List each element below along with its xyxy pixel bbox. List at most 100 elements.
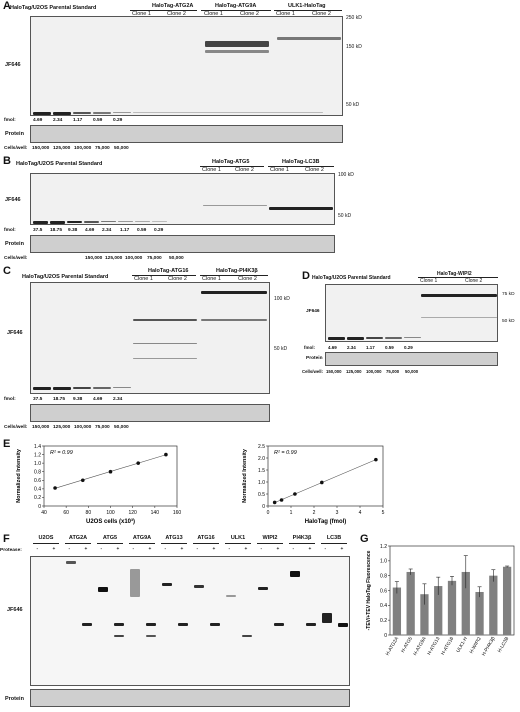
panel-f-lane-header: Protease: U2OS - + ATG2A - + ATG5 - + ATG9A - + ATG13… — [0, 535, 350, 555]
x-tick-label: 5 — [382, 510, 385, 516]
protease-sign: - — [228, 547, 231, 552]
cells-value: 100,000 — [74, 146, 92, 151]
fmol-value: 0.29 — [154, 228, 164, 233]
fmol-value: 2.34 — [102, 228, 112, 233]
cells-value: 150,000 — [326, 369, 342, 374]
protease-sign: - — [260, 547, 263, 552]
marker-label: 50 kD — [338, 213, 352, 219]
marker-label: 50 kD — [274, 346, 288, 352]
cells-label: Cells/well: — [4, 425, 28, 430]
fmol-value: 2.34 — [347, 345, 356, 350]
x-tick-label: 3 — [336, 510, 339, 516]
blot-band — [146, 635, 156, 637]
panel-d-protein-blot — [325, 352, 498, 366]
blot-band — [322, 613, 332, 623]
cells-value: 125,000 — [346, 369, 362, 374]
protease-sign: - — [100, 547, 103, 552]
lane-label: LC3B — [326, 535, 342, 541]
fmol-value: 0.59 — [93, 118, 103, 123]
y-tick-label: 1.0 — [380, 559, 387, 565]
x-tick-label: 0 — [267, 510, 270, 516]
row-label-protein: Protein — [5, 696, 24, 702]
trend-line — [274, 459, 376, 503]
marker-label: 250 kD — [346, 15, 362, 21]
fmol-value: 18.75 — [50, 228, 63, 233]
clone-label: Clone 1 — [204, 11, 223, 17]
plot-frame — [267, 445, 384, 507]
panel-f-letter: F — [3, 533, 10, 545]
protease-sign: + — [340, 547, 344, 552]
marker-label: 100 kD — [274, 296, 290, 302]
cells-value: 100,000 — [125, 256, 143, 261]
protease-sign: - — [68, 547, 71, 552]
row-label-jf646: JF646 — [5, 197, 21, 203]
row-label-protein: Protein — [5, 241, 24, 247]
y-axis-label: Normalized Intensity — [16, 448, 22, 503]
category-label: H-ATG5 — [400, 636, 414, 654]
clone-label: Clone 2 — [465, 278, 483, 284]
y-tick-label: 0 — [262, 504, 265, 510]
blot-band — [274, 623, 284, 626]
cells-value: 75,000 — [147, 256, 162, 261]
group-bar — [201, 10, 271, 11]
row-label-jf646: JF646 — [7, 330, 23, 336]
row-label-jf646: JF646 — [7, 607, 23, 613]
r2-annotation: R² = 0.99 — [50, 450, 73, 456]
bar — [434, 586, 443, 635]
lane-bar — [257, 543, 283, 544]
blot-band — [178, 623, 188, 626]
fmol-value: 9.38 — [73, 397, 83, 402]
protease-sign: + — [52, 547, 56, 552]
fmol-value: 1.17 — [120, 228, 130, 233]
panel-b-fluor-blot — [30, 173, 335, 225]
group-bar — [132, 275, 196, 276]
lane-label: U2OS — [38, 535, 54, 541]
y-tick-label: 0.6 — [380, 588, 387, 594]
lane-bar — [129, 543, 155, 544]
lane-label: WIPI2 — [262, 535, 278, 541]
panel-g-letter: G — [360, 533, 369, 545]
group-bar — [418, 277, 498, 278]
category-label: H-ATG13 — [426, 636, 441, 657]
data-point — [293, 492, 297, 496]
fmol-value: 4.69 — [33, 118, 43, 123]
fmol-value: 1.17 — [366, 345, 375, 350]
fmol-value: 37.5 — [33, 228, 43, 233]
data-point — [136, 461, 141, 465]
protease-sign: + — [116, 547, 120, 552]
blot-band — [162, 583, 172, 586]
lane-bar — [289, 543, 315, 544]
y-tick-label: 1.2 — [380, 544, 387, 550]
clone-label: Clone 1 — [276, 11, 295, 17]
y-axis-label: -TEV/+TEV HaloTag Fluorescence — [366, 550, 372, 630]
protease-sign: - — [196, 547, 199, 552]
data-point — [53, 486, 57, 490]
chart-e1: 40 60 80 100 120 140 160 0 0.2 0.4 0.6 0.8 1.0 1.2 1.4… — [16, 444, 181, 525]
lane-bar — [65, 543, 91, 544]
category-label: H-ATG2A — [385, 635, 401, 656]
marker-label: 50 kD — [346, 102, 360, 108]
fmol-value: 1.17 — [73, 118, 83, 123]
cells-value: 150,000 — [32, 425, 50, 430]
group-bar — [200, 166, 264, 167]
cells-value: 50,000 — [405, 369, 419, 374]
protease-sign: + — [308, 547, 312, 552]
cells-label: Cells/well: — [4, 146, 28, 151]
panel-a-header-standard: HaloTag/U2OS Parental Standard — [10, 5, 97, 11]
row-label-jf646: JF646 — [5, 62, 21, 68]
lane-label: ATG13 — [165, 535, 183, 541]
blot-band — [146, 623, 156, 626]
x-tick-label: 1 — [290, 510, 293, 516]
fmol-value: 37.5 — [33, 397, 43, 402]
lane-bar — [33, 543, 59, 544]
lane-bar — [193, 543, 219, 544]
panel-a-group-3: ULK1-HaloTag — [288, 3, 326, 9]
y-tick-label: 0.2 — [34, 495, 41, 501]
blot-band — [194, 585, 204, 588]
blot-band — [114, 635, 124, 637]
y-tick-label: 1.2 — [34, 452, 41, 458]
category-label: H-PI4K3β — [481, 636, 497, 657]
fmol-label: fmol: — [4, 397, 16, 402]
clone-label: Clone 1 — [202, 276, 221, 282]
y-tick-label: 1.0 — [258, 480, 265, 486]
